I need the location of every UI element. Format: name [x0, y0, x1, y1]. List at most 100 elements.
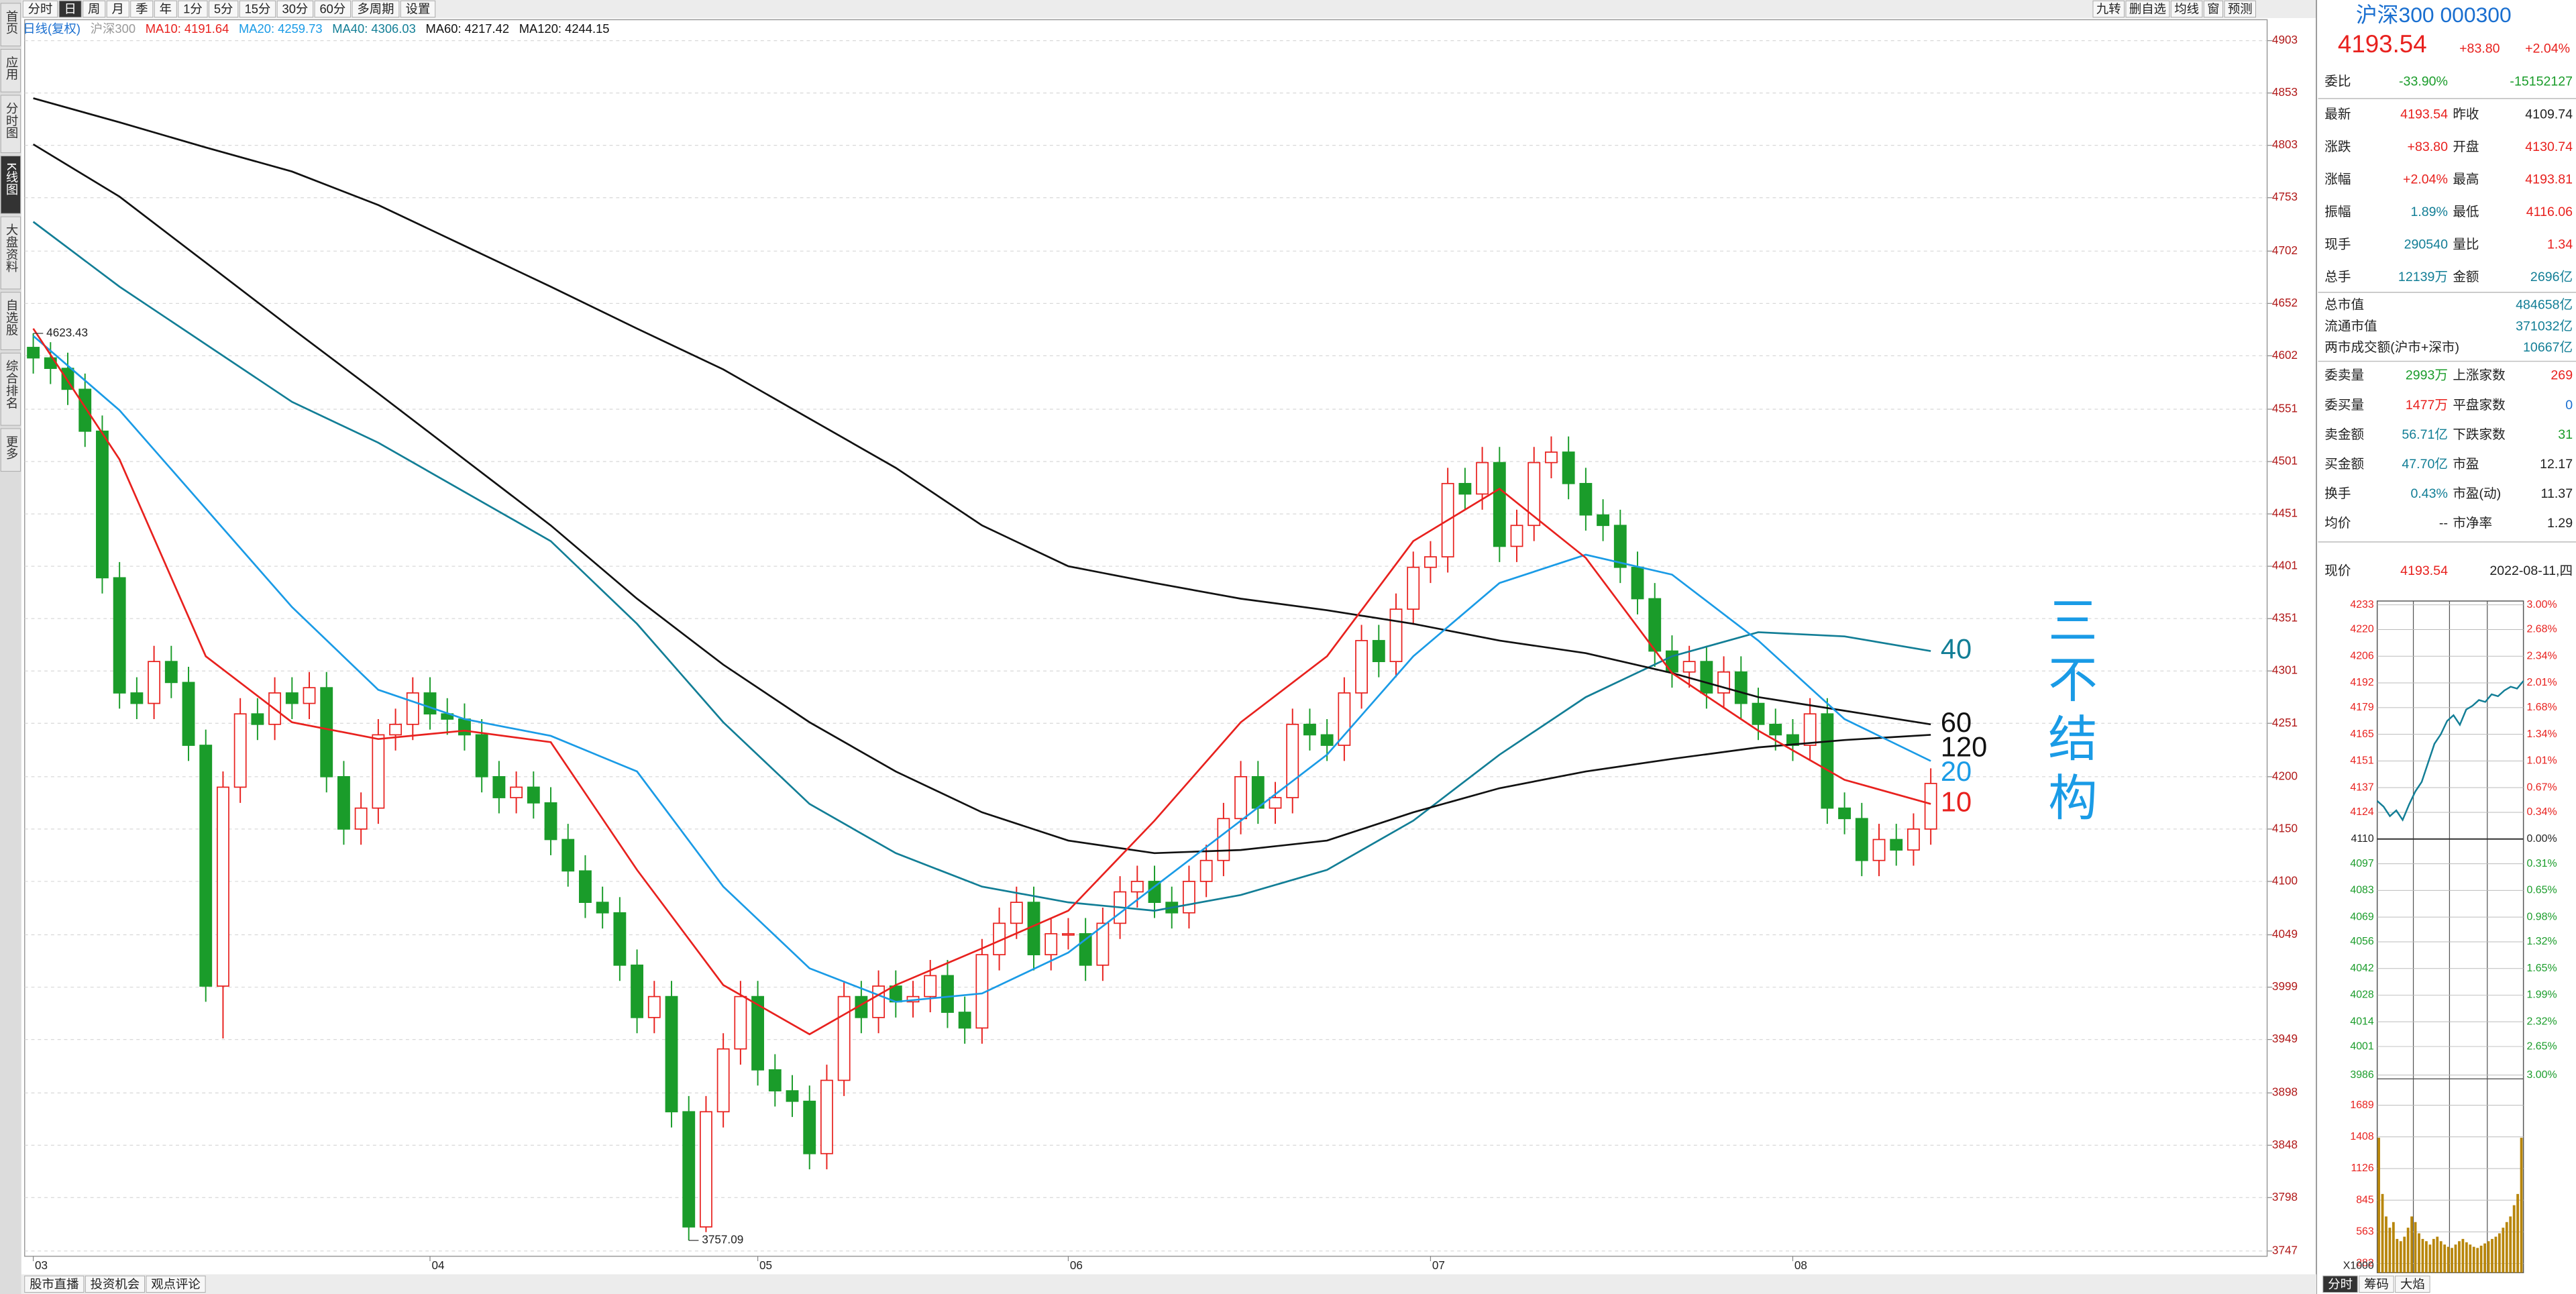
- quote-label: 流通市值: [2324, 319, 2377, 333]
- mini-tick-label: 3986: [2350, 1069, 2374, 1081]
- candle-body: [96, 430, 109, 579]
- quote-value: -33.90%: [2399, 74, 2448, 89]
- toolbar-tab[interactable]: 周: [88, 2, 100, 16]
- mini-pct-label: 1.99%: [2527, 989, 2557, 1001]
- mini-tick-label: 4137: [2350, 781, 2374, 793]
- volume-bar: [2414, 1222, 2417, 1273]
- panel-tab[interactable]: 分时: [2328, 1277, 2353, 1291]
- bottom-tab[interactable]: 股市直播: [30, 1277, 78, 1291]
- volume-bar: [2451, 1248, 2453, 1273]
- toolbar-tab[interactable]: 分时: [28, 2, 53, 16]
- bottom-tab[interactable]: 投资机会: [91, 1277, 140, 1291]
- bottom-tab[interactable]: 观点评论: [151, 1277, 200, 1291]
- mini-tick-label: 4097: [2350, 858, 2374, 869]
- mini-pct-label: 0.67%: [2527, 781, 2557, 793]
- y-tick-label: 4501: [2272, 454, 2298, 468]
- toolbar-tab[interactable]: 60分: [319, 2, 345, 16]
- quote-label: 委比: [2324, 74, 2351, 89]
- toolbar-tab-bg: [2125, 0, 2170, 18]
- legend-item: MA10: 4191.64: [146, 21, 229, 36]
- sidebar-tab[interactable]: K线图: [5, 162, 19, 195]
- sidebar-tab[interactable]: 应用: [5, 56, 19, 80]
- toolbar-tab[interactable]: 预测: [2228, 2, 2253, 16]
- toolbar-tab[interactable]: 15分: [245, 2, 271, 16]
- quote-label: 下跌家数: [2453, 427, 2506, 442]
- toolbar-tab[interactable]: 月: [112, 2, 124, 16]
- toolbar-tab[interactable]: 设置: [406, 2, 431, 16]
- candle-body: [251, 713, 264, 725]
- bottom-tab-bg: [146, 1275, 206, 1293]
- toolbar-tab-bg: [2224, 0, 2256, 18]
- panel-tab[interactable]: 大焰: [2400, 1277, 2425, 1291]
- quote-value: +83.80: [2408, 140, 2449, 154]
- mini-tick-label: 4001: [2350, 1040, 2374, 1052]
- y-tick-label: 3999: [2272, 979, 2298, 993]
- volume-bar: [2494, 1236, 2498, 1273]
- mini-pct-label: 1.01%: [2527, 755, 2557, 767]
- mini-tick-label: 4056: [2350, 936, 2374, 947]
- sidebar-tab[interactable]: 更多: [5, 435, 19, 460]
- sidebar-tab[interactable]: 分时图: [5, 102, 19, 139]
- volume-tick-label: 845: [2356, 1194, 2374, 1205]
- legend-item: MA120: 4244.15: [519, 21, 610, 36]
- y-tick-label: 4903: [2272, 33, 2298, 46]
- toolbar-tab[interactable]: 九转: [2096, 2, 2121, 16]
- candle-body: [1872, 839, 1886, 861]
- y-tick-label: 4652: [2272, 296, 2298, 309]
- volume-bar: [2406, 1228, 2410, 1273]
- toolbar-tab[interactable]: 均线: [2174, 2, 2199, 16]
- quote-value: 484658亿: [2516, 297, 2573, 312]
- legend-item: MA60: 4217.42: [425, 21, 509, 36]
- toolbar-tab[interactable]: 删自选: [2129, 2, 2166, 16]
- volume-bar: [2520, 1138, 2523, 1273]
- quote-value: 4116.06: [2526, 205, 2573, 219]
- y-tick-label: 3898: [2272, 1085, 2298, 1099]
- volume-bar: [2458, 1241, 2461, 1273]
- candle-body: [1613, 525, 1627, 568]
- toolbar-tab[interactable]: 5分: [214, 2, 233, 16]
- quote-label: 市盈: [2453, 457, 2479, 472]
- toolbar-tab[interactable]: 窗: [2207, 2, 2219, 16]
- candle-body: [682, 1111, 696, 1228]
- toolbar-tab-bg: [2170, 0, 2203, 18]
- quote-value: 4109.74: [2525, 107, 2573, 122]
- y-tick-label: 4100: [2272, 873, 2298, 887]
- sidebar-tab[interactable]: 大盘资料: [5, 223, 19, 272]
- quote-label: 卖金额: [2324, 427, 2364, 442]
- toolbar-tab[interactable]: 多周期: [357, 2, 394, 16]
- sidebar-tab-bg: [0, 428, 21, 472]
- sidebar-tab[interactable]: 首页: [5, 10, 19, 35]
- quote-label: 均价: [2324, 516, 2351, 531]
- candle-body: [596, 902, 609, 914]
- quote-value: 0.43%: [2410, 486, 2448, 501]
- candle-body: [1527, 462, 1541, 527]
- quote-label: 现手: [2324, 237, 2351, 252]
- volume-bar: [2377, 1138, 2380, 1273]
- volume-bar: [2502, 1228, 2505, 1273]
- mini-pct-label: 3.00%: [2527, 1069, 2557, 1081]
- quote-label: 委买量: [2324, 398, 2364, 413]
- volume-bar: [2396, 1238, 2399, 1273]
- y-tick-label: 4551: [2272, 402, 2298, 415]
- sidebar-tab-bg: [0, 352, 21, 426]
- quote-value: 56.71亿: [2402, 427, 2448, 442]
- toolbar-tab[interactable]: 日: [64, 2, 76, 16]
- sidebar-tab[interactable]: 综合排名: [5, 360, 19, 409]
- toolbar-tab[interactable]: 1分: [183, 2, 203, 16]
- mini-frame: [2376, 600, 2524, 1273]
- quote-value: 1477万: [2406, 398, 2448, 413]
- sidebar-tab[interactable]: 自选股: [5, 299, 19, 336]
- candle-body: [510, 786, 523, 798]
- candle-body: [1907, 828, 1920, 851]
- mini-pct-label: 1.65%: [2527, 963, 2557, 974]
- toolbar-tab[interactable]: 年: [160, 2, 172, 16]
- toolbar-tab[interactable]: 季: [136, 2, 148, 16]
- toolbar-tab[interactable]: 30分: [282, 2, 309, 16]
- mini-tick-label: 4124: [2350, 806, 2374, 818]
- panel-tab[interactable]: 筹码: [2364, 1277, 2389, 1291]
- quote-value: +2.04%: [2403, 172, 2448, 186]
- panel-tab-bg: [2395, 1275, 2430, 1293]
- toolbar-tab-bg: [2203, 0, 2223, 18]
- quote-name: 沪深300 000300: [2356, 3, 2512, 27]
